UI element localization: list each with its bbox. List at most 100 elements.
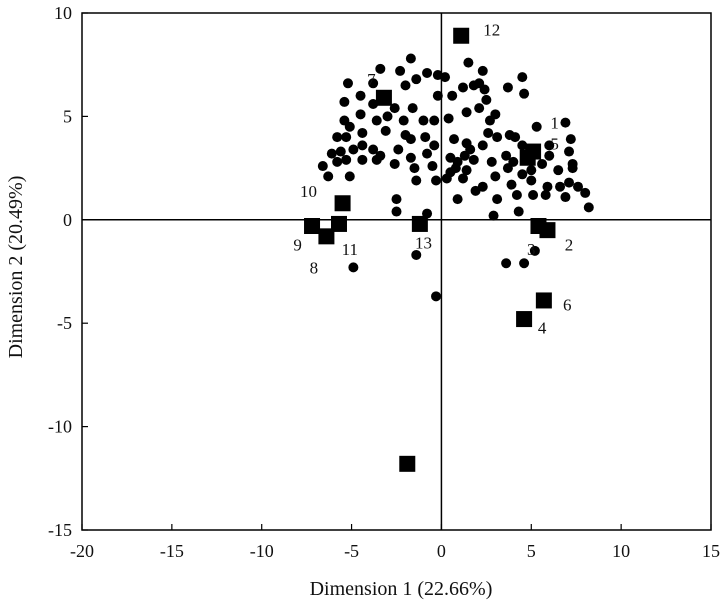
data-point [427, 161, 438, 172]
data-point [544, 140, 555, 151]
data-point [544, 150, 555, 161]
square-label: 12 [483, 21, 500, 40]
data-point [357, 127, 368, 138]
data-point [452, 194, 463, 205]
data-point [317, 161, 328, 172]
data-point [483, 127, 494, 138]
data-point [429, 115, 440, 126]
data-point [519, 88, 530, 99]
data-point [355, 90, 366, 101]
x-tick-label: -10 [250, 541, 274, 561]
data-point [371, 115, 382, 126]
data-point [348, 144, 359, 155]
data-point [468, 154, 479, 165]
data-point [357, 154, 368, 165]
data-point [411, 249, 422, 260]
data-point [422, 67, 433, 78]
data-point [341, 132, 352, 143]
square-label: 1 [550, 114, 559, 133]
data-point [542, 181, 553, 192]
square-point [375, 89, 392, 106]
data-point [429, 140, 440, 151]
data-point [457, 82, 468, 93]
data-point [411, 74, 422, 85]
data-point [357, 140, 368, 151]
data-point [492, 132, 503, 143]
data-point [506, 179, 517, 190]
data-point [368, 144, 379, 155]
data-point [517, 140, 528, 151]
data-point [431, 291, 442, 302]
square-label: 10 [300, 182, 317, 201]
data-point [389, 158, 400, 169]
data-point [395, 65, 406, 76]
data-point [389, 103, 400, 114]
points-layer [317, 53, 594, 302]
x-tick-label: 10 [612, 541, 630, 561]
data-point [326, 148, 337, 159]
data-point [422, 148, 433, 159]
data-point [526, 165, 537, 176]
data-point [580, 187, 591, 198]
data-point [447, 90, 458, 101]
y-tick-label: -5 [57, 313, 72, 333]
square-label: 8 [310, 258, 319, 277]
data-point [407, 103, 418, 114]
data-point [560, 117, 571, 128]
square-point [535, 292, 552, 309]
square-label: 9 [293, 236, 302, 255]
data-point [461, 107, 472, 118]
data-point [443, 113, 454, 124]
data-point [517, 169, 528, 180]
data-point [391, 194, 402, 205]
x-tick-label: -20 [70, 541, 94, 561]
data-point [526, 175, 537, 186]
data-point [555, 181, 566, 192]
data-point [405, 53, 416, 64]
data-point [375, 63, 386, 74]
data-point [583, 202, 594, 213]
data-point [463, 57, 474, 68]
data-point [501, 150, 512, 161]
data-point [382, 111, 393, 122]
data-point [508, 156, 519, 167]
square-point [334, 195, 351, 212]
data-point [531, 121, 542, 132]
x-tick-label: 15 [702, 541, 720, 561]
x-tick-label: -5 [344, 541, 359, 561]
data-point [339, 96, 350, 107]
data-point [344, 171, 355, 182]
data-point [488, 210, 499, 221]
square-label: 4 [538, 318, 547, 337]
square-point [399, 455, 416, 472]
data-point [341, 154, 352, 165]
data-point [431, 175, 442, 186]
data-point [450, 163, 461, 174]
data-point [461, 165, 472, 176]
x-axis-title: Dimension 1 (22.66%) [310, 578, 493, 600]
data-point [529, 245, 540, 256]
data-point [540, 189, 551, 200]
data-point [553, 165, 564, 176]
data-point [380, 125, 391, 136]
y-tick-label: -10 [48, 417, 72, 437]
square-label: 3 [527, 240, 536, 259]
square-point [411, 215, 428, 232]
data-point [368, 98, 379, 109]
y-tick-label: 10 [54, 3, 72, 23]
data-point [348, 262, 359, 273]
y-tick-label: -15 [48, 520, 72, 540]
data-point [492, 194, 503, 205]
data-point [517, 72, 528, 83]
square-point [318, 228, 335, 245]
data-point [470, 185, 481, 196]
data-point [418, 115, 429, 126]
square-point [304, 218, 321, 235]
data-point [332, 132, 343, 143]
y-tick-label: 5 [63, 106, 72, 126]
data-point [398, 115, 409, 126]
data-point [564, 146, 575, 157]
square-label: 13 [415, 234, 432, 253]
